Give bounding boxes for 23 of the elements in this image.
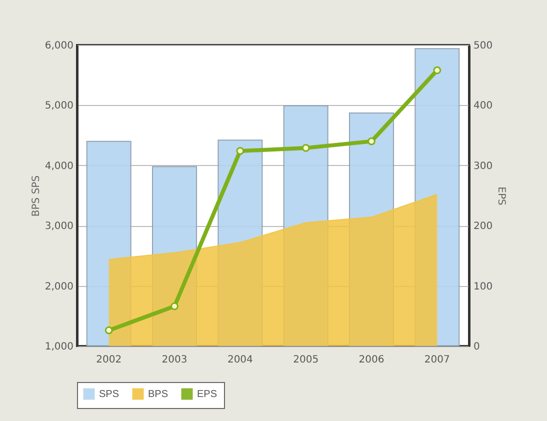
y-tick-label: 3,000 [44, 221, 74, 232]
y2-axis-title: EPS [496, 186, 507, 206]
y-tick-label: 2,000 [44, 281, 74, 292]
y2-tick-label: 300 [474, 160, 493, 172]
y-axis-title: BPS SPS [30, 175, 42, 217]
x-tick-label: 2006 [358, 354, 384, 366]
y2-tick-label: 400 [474, 100, 493, 112]
y2-tick-label: 500 [474, 40, 493, 52]
y-tick-label: 1,000 [44, 342, 74, 352]
y2-tick-label: 0 [474, 342, 480, 352]
legend-label: EPS [197, 389, 218, 400]
legend-label: BPS [148, 389, 168, 400]
legend-label: SPS [99, 389, 120, 400]
x-tick-label: 2003 [162, 354, 188, 366]
y2-tick-label: 200 [474, 221, 493, 232]
x-tick-label: 2005 [293, 354, 319, 366]
y-tick-label: 5,000 [44, 100, 74, 112]
x-tick-label: 2004 [227, 354, 253, 366]
x-tick-label: 2002 [96, 354, 122, 366]
y-tick-label: 4,000 [44, 160, 74, 172]
y2-tick-label: 100 [474, 281, 493, 292]
y-tick-label: 6,000 [44, 40, 74, 52]
x-tick-label: 2007 [424, 354, 450, 366]
